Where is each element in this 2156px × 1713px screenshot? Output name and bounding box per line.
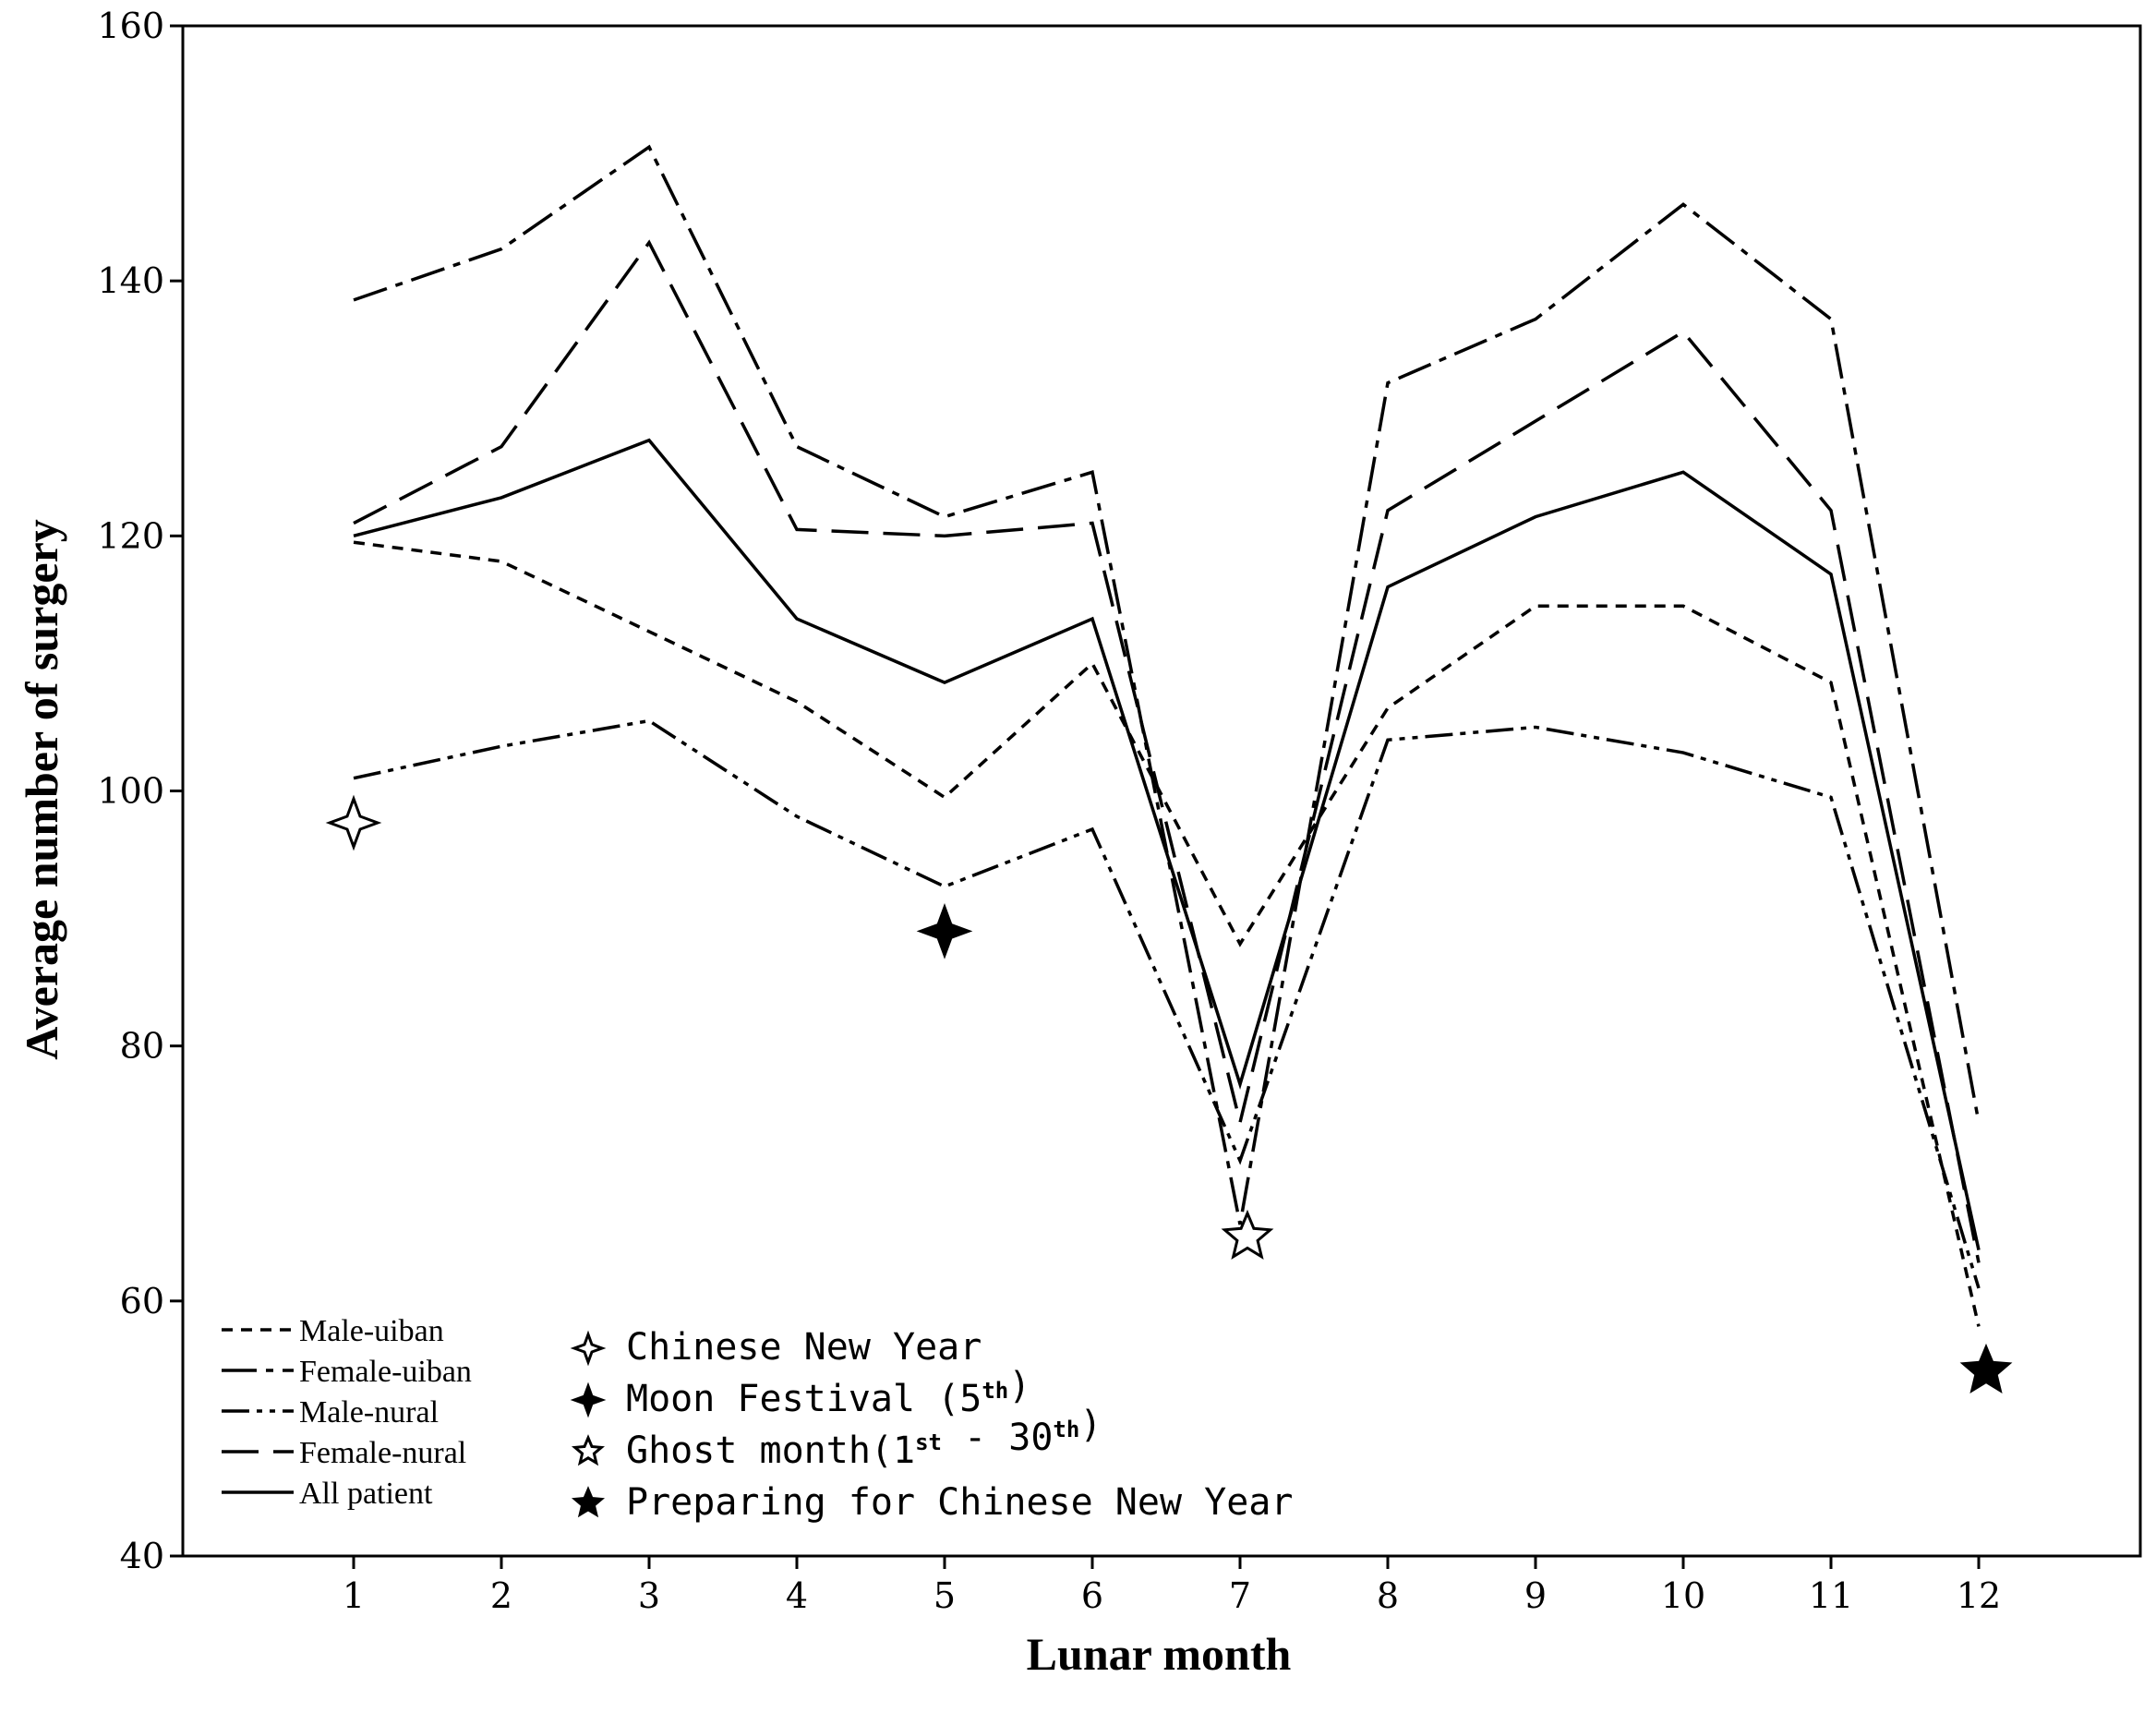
series-line-female-nural: [353, 239, 1981, 1263]
label-part: - 30: [942, 1417, 1053, 1459]
label-part: Ghost month(1: [626, 1430, 915, 1472]
event-legend-label: Moon Festival (5th): [626, 1365, 1030, 1420]
legend-label: Female-uiban: [299, 1355, 472, 1389]
x-tick-label: 11: [1809, 1575, 1853, 1616]
series-line-male-uiban: [353, 540, 1981, 1327]
legend-open-five-point-star-icon: [571, 1434, 606, 1466]
x-tick-label: 2: [490, 1575, 512, 1616]
series-line-female-uiban: [353, 144, 1981, 1225]
event-markers: [325, 794, 2013, 1393]
legend-label: Female-nural: [299, 1436, 466, 1470]
label-part: ): [1079, 1404, 1102, 1446]
y-tick-label: 40: [120, 1536, 164, 1576]
x-tick-label: 10: [1661, 1575, 1705, 1616]
y-tick-label: 140: [97, 260, 164, 301]
x-tick-label: 7: [1229, 1575, 1251, 1616]
x-tick-label: 8: [1377, 1575, 1399, 1616]
series-lines: [353, 144, 1981, 1327]
y-tick-label: 100: [97, 771, 164, 812]
event-legend-label: Preparing for Chinese New Year: [626, 1481, 1293, 1524]
label-part: Moon Festival (5: [626, 1378, 982, 1420]
legend-filled-four-point-star-icon: [570, 1381, 607, 1418]
y-tick-label: 60: [120, 1281, 164, 1321]
legend-label: All patient: [299, 1477, 433, 1511]
x-tick-label: 3: [638, 1575, 660, 1616]
series-line-all-patient: [353, 438, 1981, 1250]
legend-filled-five-point-star-icon: [571, 1486, 606, 1518]
x-tick-label: 9: [1524, 1575, 1547, 1616]
label-part: Preparing for Chinese New Year: [626, 1481, 1293, 1524]
x-tick-label: 5: [933, 1575, 956, 1616]
legend-label: Male-nural: [299, 1395, 439, 1430]
y-tick-label: 80: [120, 1026, 164, 1067]
y-tick-label: 160: [97, 6, 164, 46]
x-tick-label: 12: [1957, 1575, 2001, 1616]
marker-filled-five-point-star-icon: [1959, 1343, 2013, 1393]
event-legend-label: Ghost month(1st - 30th): [626, 1404, 1102, 1472]
marker-open-five-point-star-icon: [1221, 1209, 1274, 1260]
marker-filled-four-point-star-icon: [916, 903, 973, 959]
x-tick-label: 4: [786, 1575, 808, 1616]
superscript: st: [915, 1430, 942, 1455]
label-part: Chinese New Year: [626, 1326, 982, 1369]
superscript: th: [982, 1378, 1008, 1404]
x-axis-title: Lunar month: [1027, 1628, 1292, 1680]
label-part: ): [1008, 1365, 1030, 1407]
plot-frame: [181, 24, 2142, 1558]
legend: Male-uiban Female-uiban Male-nural Female-n…: [222, 1314, 472, 1511]
legend-label: Male-uiban: [299, 1314, 444, 1348]
series-line-male-nural: [353, 718, 1981, 1289]
y-tick-label: 120: [97, 515, 164, 556]
y-axis-title: Average number of surgery: [16, 519, 67, 1060]
marker-open-four-point-star-icon: [325, 794, 382, 851]
superscript: th: [1053, 1417, 1079, 1442]
x-tick-label: 1: [343, 1575, 365, 1616]
legend-open-four-point-star-icon: [570, 1330, 607, 1367]
event-legend-label: Chinese New Year: [626, 1326, 982, 1369]
x-tick-label: 6: [1081, 1575, 1103, 1616]
